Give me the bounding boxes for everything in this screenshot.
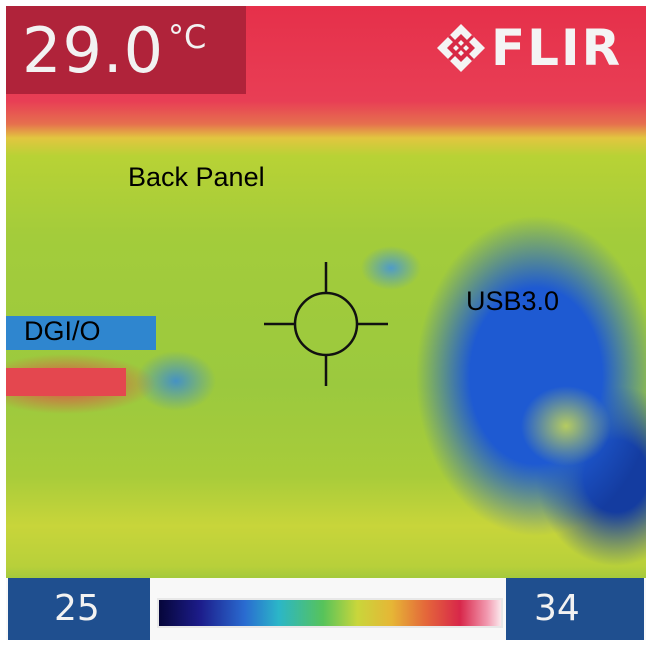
scale-min-value: 25 <box>54 588 100 629</box>
brand-logo: FLIR <box>435 22 622 74</box>
hot-spot-region <box>6 368 126 396</box>
flir-logo-icon <box>435 22 487 74</box>
scale-max-value: 34 <box>534 588 580 629</box>
usb-label: USB3.0 <box>466 286 559 317</box>
back-panel-label: Back Panel <box>128 162 265 193</box>
brand-name: FLIR <box>491 19 622 77</box>
dgio-label: DGI/O <box>24 316 101 347</box>
temperature-unit: °C <box>168 18 206 56</box>
spot-temperature-value: 29.0 <box>22 14 164 87</box>
spot-crosshair-icon <box>264 262 388 386</box>
color-palette-bar <box>157 598 503 628</box>
